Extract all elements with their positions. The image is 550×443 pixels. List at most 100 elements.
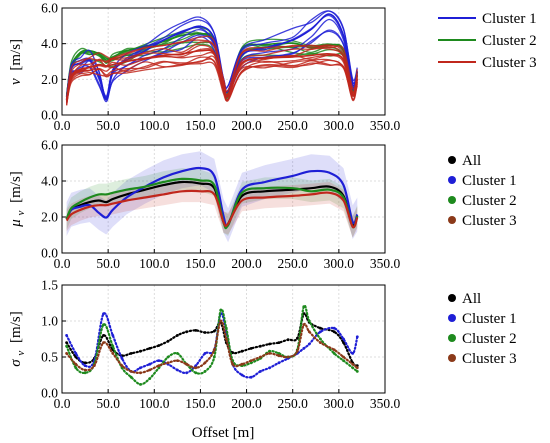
data-point-cluster-2 xyxy=(219,308,223,312)
legend-swatch xyxy=(448,216,456,224)
y-tick-label: 6.0 xyxy=(41,138,58,153)
y-tick-label: 0.0 xyxy=(41,246,58,261)
data-point-cluster-3 xyxy=(83,368,87,372)
x-tick-label: 100.0 xyxy=(139,118,170,133)
legend-swatch xyxy=(448,314,456,322)
y-axis-symbol: μ xyxy=(8,219,24,228)
data-point-all xyxy=(319,326,322,330)
data-point-cluster-1 xyxy=(65,334,68,337)
data-point-cluster-3 xyxy=(166,361,170,365)
data-point-cluster-1 xyxy=(277,361,281,365)
y-tick-label: 1.5 xyxy=(41,278,58,293)
data-point-cluster-1 xyxy=(355,335,359,339)
y-axis-unit: [m/s] xyxy=(8,39,24,71)
data-point-cluster-2 xyxy=(129,375,133,379)
x-tick-label: 150.0 xyxy=(185,256,216,271)
data-point-cluster-1 xyxy=(259,370,262,373)
data-point-cluster-3 xyxy=(295,349,299,353)
tick-labels: 0.0 50.0 100.0 150.0 200.0 250.0 300.0 350.0 0.0… xyxy=(41,138,400,272)
y-tick-label: 4.0 xyxy=(41,36,58,51)
data-point-cluster-2 xyxy=(176,352,179,355)
y-tick-label: 0.0 xyxy=(41,108,58,123)
x-tick-label: 50.0 xyxy=(96,396,120,411)
y-tick-label: 6.0 xyxy=(41,1,58,16)
y-tick-label: 1.0 xyxy=(41,314,58,329)
legend-swatch xyxy=(448,294,456,302)
x-tick-label: 300.0 xyxy=(324,256,355,271)
data-point-cluster-1 xyxy=(102,312,105,316)
data-point-cluster-1 xyxy=(240,373,244,377)
data-point-cluster-2 xyxy=(166,355,170,359)
data-point-all xyxy=(277,341,281,344)
data-point-cluster-3 xyxy=(231,362,235,366)
data-point-cluster-2 xyxy=(332,352,336,355)
y-axis-unit: [m/s] xyxy=(8,171,24,203)
y-tick-label: 4.0 xyxy=(41,174,58,189)
data-point-cluster-3 xyxy=(176,359,179,362)
y-axis-subscript: v xyxy=(15,211,27,216)
data-point-cluster-3 xyxy=(224,337,228,341)
profile-line-cluster-3 xyxy=(65,56,358,106)
axes-frame xyxy=(61,7,386,116)
y-axis-label: μ v [m/s] xyxy=(8,171,28,228)
x-tick-label: 150.0 xyxy=(185,396,216,411)
data-point-cluster-2 xyxy=(157,366,161,370)
data-point-cluster-1 xyxy=(302,347,306,350)
data-point-cluster-2 xyxy=(268,349,271,353)
x-tick-label: 200.0 xyxy=(231,256,262,271)
data-point-cluster-3 xyxy=(92,364,96,367)
x-tick-label: 350.0 xyxy=(370,396,401,411)
data-point-cluster-2 xyxy=(203,370,207,373)
data-point-all xyxy=(231,351,235,355)
data-point-cluster-3 xyxy=(355,366,359,370)
profile-line-cluster-3 xyxy=(65,35,358,99)
confidence-bands xyxy=(66,151,358,243)
x-tick-label: 300.0 xyxy=(324,118,355,133)
data-point-all xyxy=(157,344,161,347)
profile-line-cluster-3 xyxy=(65,39,358,102)
y-axis-unit: [m/s] xyxy=(8,311,24,343)
legend-label: Cluster 2 xyxy=(462,331,517,347)
data-point-all xyxy=(259,344,262,348)
data-point-all xyxy=(295,336,299,340)
legend-label: Cluster 3 xyxy=(462,351,517,367)
data-point-cluster-2 xyxy=(148,377,152,380)
data-point-all xyxy=(148,347,152,350)
data-point-cluster-2 xyxy=(351,366,355,370)
legend-swatch xyxy=(448,354,456,362)
legend-label: Cluster 2 xyxy=(462,193,517,209)
data-point-cluster-2 xyxy=(277,352,281,355)
y-tick-label: 0.5 xyxy=(41,350,58,365)
legend-item-cluster-3: Cluster 3 xyxy=(448,351,517,367)
data-point-cluster-3 xyxy=(194,366,198,370)
data-point-cluster-3 xyxy=(219,319,223,323)
data-point-cluster-1 xyxy=(307,342,311,346)
panel-bottom: 0.0 50.0 100.0 150.0 200.0 250.0 300.0 350.0 0.0… xyxy=(8,278,517,412)
data-point-cluster-1 xyxy=(157,359,161,362)
data-point-cluster-3 xyxy=(212,348,216,352)
data-point-all xyxy=(65,341,68,344)
series-group xyxy=(65,10,359,106)
data-point-cluster-3 xyxy=(120,364,124,367)
data-point-cluster-2 xyxy=(342,359,345,362)
data-point-cluster-3 xyxy=(139,371,142,375)
data-point-all xyxy=(332,330,336,334)
data-point-cluster-3 xyxy=(286,355,290,359)
data-point-cluster-3 xyxy=(249,359,253,362)
axes-frame xyxy=(61,284,386,394)
legend-label: All xyxy=(462,291,481,307)
legend-swatch xyxy=(448,334,456,342)
x-tick-label: 0.0 xyxy=(54,256,71,271)
y-axis-symbol: v xyxy=(8,78,24,85)
data-point-all xyxy=(194,329,198,332)
profile-line-cluster-3 xyxy=(65,58,358,106)
x-tick-label: 100.0 xyxy=(139,396,170,411)
data-point-cluster-3 xyxy=(185,362,189,366)
data-point-cluster-3 xyxy=(203,361,207,365)
data-point-cluster-3 xyxy=(157,364,161,367)
y-tick-label: 2.0 xyxy=(41,72,58,87)
x-tick-label: 50.0 xyxy=(96,256,120,271)
data-point-all xyxy=(176,334,179,337)
legend-label: All xyxy=(462,153,481,169)
legend-item-all: All xyxy=(448,153,481,169)
